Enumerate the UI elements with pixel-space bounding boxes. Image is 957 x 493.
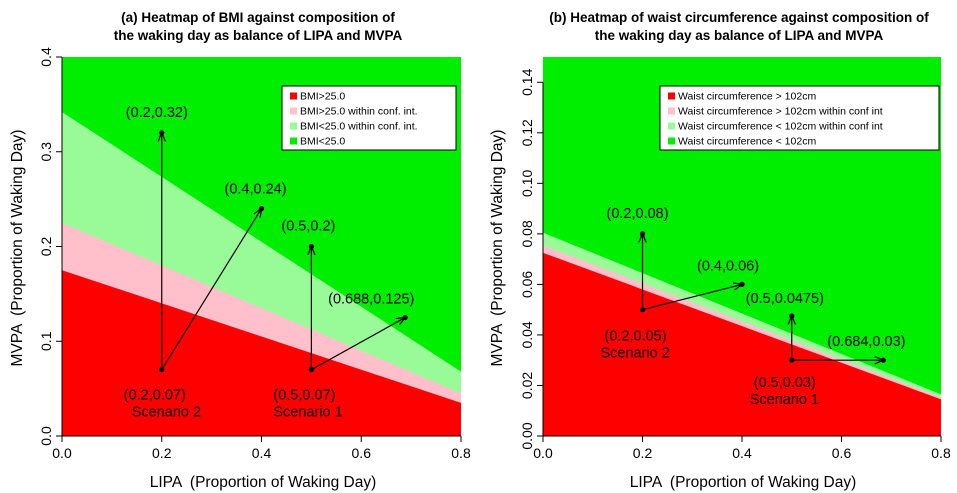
panel-b-legend-swatch-4 [668,137,675,145]
panel-a-annotations: (0.2,0.32) (0.4,0.24) (0.5,0.2) (0.688,0.12… [124,105,415,421]
panel-b-points [639,231,886,363]
panel-b-legend-swatch-2 [668,107,675,115]
panel-a-y-axis-title: MVPA (Proportion of Waking Day) [9,130,26,367]
panel-a-arrow-2 [161,209,262,370]
panel-a-title-line-1: (a) Heatmap of BMI against composition o… [121,10,395,25]
panel-b-y-tick-label-3: 0.04 [519,321,535,348]
panel-b-point-label-5: (0.2,0.05) [605,329,667,345]
panel-b-x-tick-label-5: 0.8 [931,445,951,461]
panel-a-arrow-4 [311,318,405,371]
panel-a-y-tick-label-3: 0.2 [38,237,54,257]
panel-a-scenario-caption-6: Scenario 1 [273,405,342,421]
panel-b-point-3 [789,313,795,319]
panel-b-point-2 [739,281,745,287]
panel-a-point-label-3: (0.5,0.2) [281,219,335,235]
panel-a-point-6 [308,367,314,373]
panel-b-y-axis-title: MVPA (Proportion of Waking Day) [489,130,506,367]
panel-a-x-tick-label-5: 0.8 [451,445,471,461]
panel-b-y-tick-label-1: 0.00 [519,422,535,449]
panel-b-legend-label-3: Waist circumference < 102cm within conf … [678,121,883,133]
panel-b-x-axis: 0.0 0.2 0.4 0.6 0.8 [533,435,951,461]
panel-a-point-label-4: (0.688,0.125) [328,292,414,308]
panel-b-point-1 [639,231,646,237]
panel-a-legend-swatch-2 [290,107,297,115]
panel-a-y-tick-label-1: 0.0 [38,426,54,446]
panel-a-x-tick-label-4: 0.6 [352,445,372,461]
panel-b-legend-entries: Waist circumference > 102cm Waist circumf… [668,91,883,148]
panel-b-legend-box [659,85,940,151]
panel-a-legend-label-4: BMI<25.0 [300,136,345,148]
panel-a-y-tick-label-2: 0.1 [38,331,54,351]
panel-b-x-tick-label-1: 0.0 [533,445,553,461]
panel-b-legend-label-1: Waist circumference > 102cm [678,91,816,103]
panel-a-legend-label-2: BMI>25.0 within conf. int. [300,106,418,118]
panel-b-scenario-caption-5: Scenario 2 [601,346,670,362]
panel-b-y-tick-label-8: 0.14 [519,68,535,95]
panel-a-legend-swatch-4 [290,137,297,145]
panel-a-y-axis: 0.0 0.1 0.2 0.3 0.4 [38,47,63,446]
panel-b-legend-label-4: Waist circumference < 102cm [678,136,816,148]
panel-b-y-tick-label-6: 0.10 [519,169,535,196]
panel-b-point-label-6: (0.5,0.03) [754,375,816,391]
panel-b-legend-swatch-1 [668,92,675,100]
panel-b-annotations: (0.2,0.08) (0.4,0.06) (0.5,0.0475) (0.684,0… [601,206,906,408]
panel-b-x-tick-label-3: 0.4 [732,445,752,461]
panel-a-point-label-1: (0.2,0.32) [126,105,188,121]
panel-a-x-tick-label-3: 0.4 [252,445,272,461]
panel-a: (a) Heatmap of BMI against composition o… [9,10,471,491]
panel-a-legend-entries: BMI>25.0 BMI>25.0 within conf. int. BMI<25… [290,91,418,148]
panel-b-y-tick-label-2: 0.02 [519,372,535,399]
panel-b-arrow-2 [642,284,743,311]
panel-b-x-tick-label-2: 0.2 [633,445,653,461]
panel-a-point-label-6: (0.5,0.07) [273,388,335,404]
panel-b-x-axis-title: LIPA (Proportion of Waking Day) [630,474,857,491]
panel-a-title-line-2: the waking day as balance of LIPA and MV… [114,28,403,43]
panel-b-arrows [643,234,884,360]
panel-b-x-tick-label-4: 0.6 [832,445,852,461]
panel-a-x-axis-title: LIPA (Proportion of Waking Day) [150,474,377,491]
panel-a-legend-label-3: BMI<25.0 within conf. int. [300,121,418,133]
panel-b-y-tick-label-7: 0.12 [519,119,535,146]
panel-b-y-axis: 0.00 0.02 0.04 0.06 0.08 0.10 0.12 0.14 [519,68,544,450]
panel-a-legend-swatch-3 [290,122,297,130]
panel-a-x-tick-label-1: 0.0 [52,445,72,461]
panel-b-point-4 [880,357,886,363]
panel-a-point-label-2: (0.4,0.24) [225,182,287,198]
panel-b-legend: Waist circumference > 102cm Waist circumf… [659,85,940,151]
panel-b-legend-label-2: Waist circumference > 102cm within conf … [678,106,883,118]
panel-b-y-tick-label-5: 0.08 [519,220,535,247]
panel-a-legend: BMI>25.0 BMI>25.0 within conf. int. BMI<25… [281,85,457,151]
panel-a-arrows [161,133,405,371]
panel-b-point-label-4: (0.684,0.03) [827,334,905,350]
panel-b: (b) Heatmap of waist circumference again… [489,10,951,491]
panel-a-x-tick-label-2: 0.2 [152,445,172,461]
panel-b-point-label-3: (0.5,0.0475) [746,291,824,307]
panel-b-point-5 [639,307,646,313]
panel-b-point-label-2: (0.4,0.06) [697,258,759,274]
panel-a-point-1 [159,130,165,136]
panel-a-legend-swatch-1 [290,92,297,100]
panel-a-x-axis: 0.0 0.2 0.4 0.6 0.8 [52,435,471,461]
panel-a-points [159,130,408,373]
panel-a-point-label-5: (0.2,0.07) [124,388,186,404]
panel-a-point-4 [402,314,408,321]
panel-b-title-line-1: (b) Heatmap of waist circumference again… [549,10,929,25]
panel-a-legend-box [281,85,457,151]
panel-a-y-tick-label-4: 0.3 [38,142,54,162]
panel-b-title-line-2: the waking day as balance of LIPA and MV… [595,28,884,43]
panel-b-y-tick-label-4: 0.06 [519,271,535,298]
panel-a-scenario-caption-5: Scenario 2 [132,405,201,421]
panel-a-y-tick-label-5: 0.4 [38,47,54,67]
panel-b-scenario-caption-6: Scenario 1 [750,392,819,408]
panel-b-point-6 [789,357,795,363]
panel-a-legend-label-1: BMI>25.0 [300,91,345,103]
panel-a-point-2 [258,206,265,212]
panel-a-point-5 [159,367,165,373]
panel-b-legend-swatch-3 [668,122,675,130]
panel-b-point-label-1: (0.2,0.08) [607,206,669,222]
panel-a-point-3 [308,243,314,250]
